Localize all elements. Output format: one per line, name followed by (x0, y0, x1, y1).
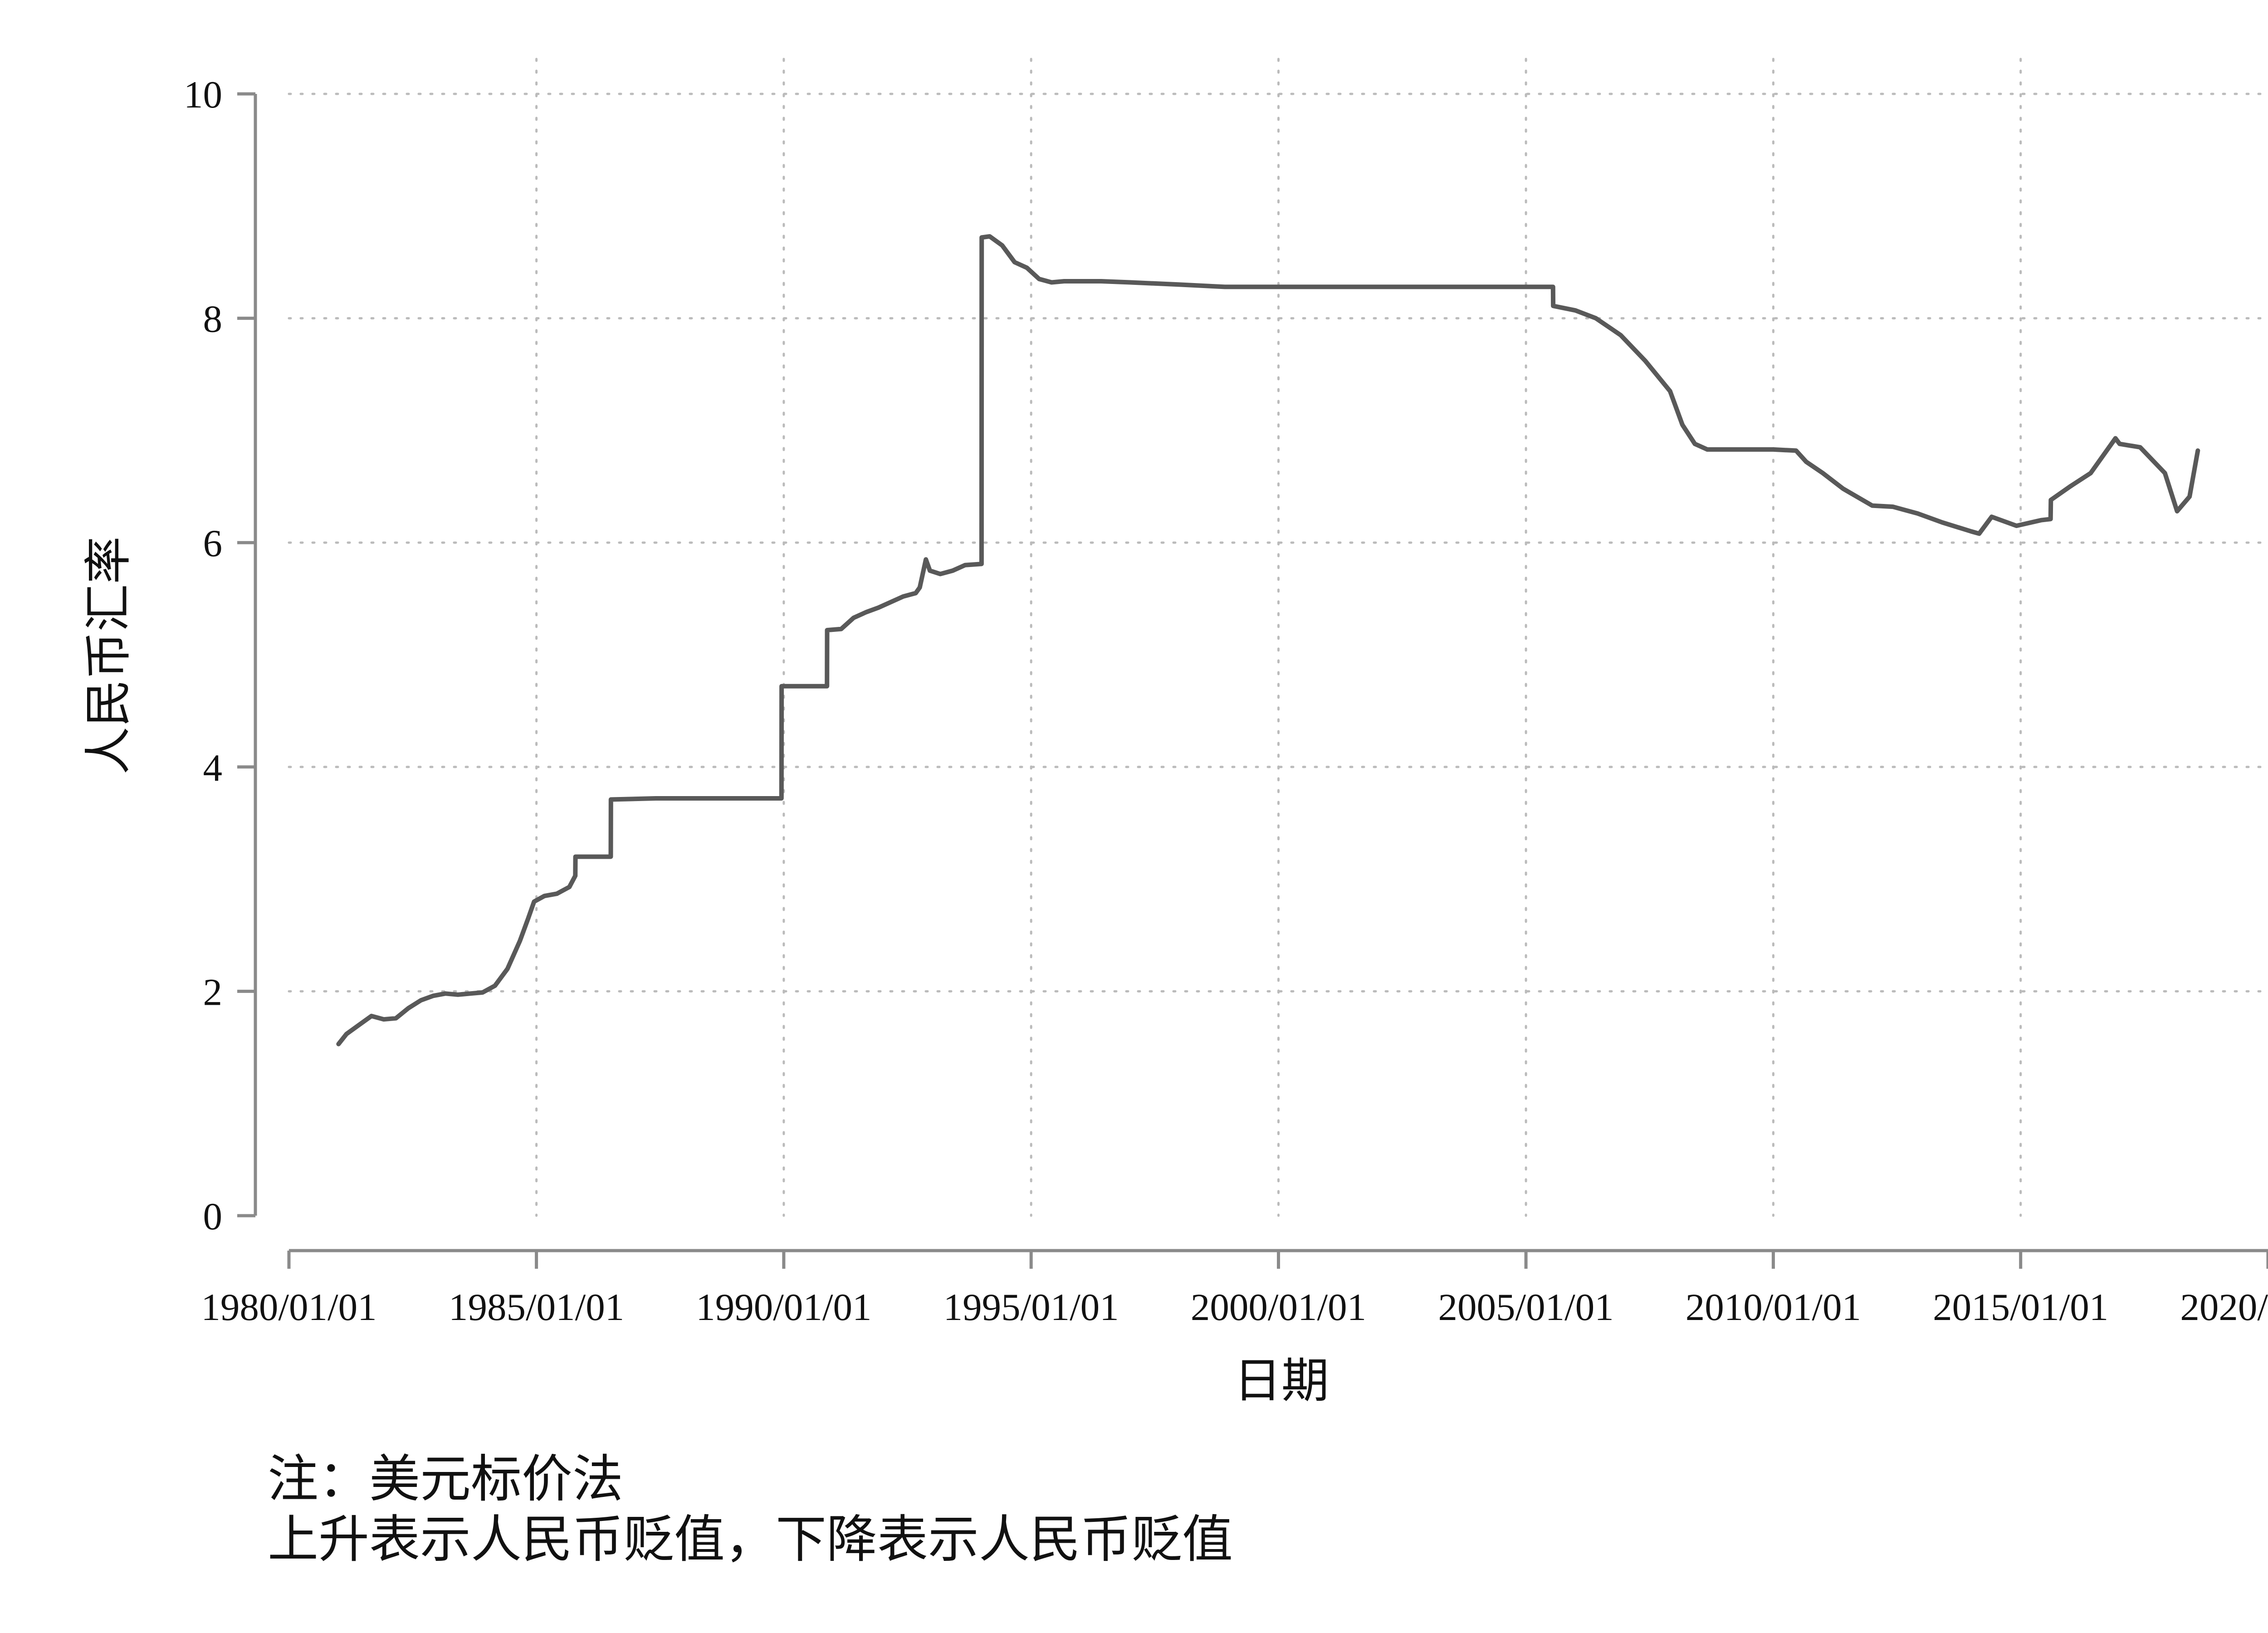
x-axis-ticks: 1980/01/01 1985/01/01 1990/01/01 1995/01/01… (201, 1251, 2268, 1329)
y-axis-title: 人民币汇率 (81, 536, 136, 774)
y-tick-label: 2 (203, 971, 223, 1013)
x-tick-label: 1980/01/01 (201, 1286, 376, 1329)
note-line-2: 上升表示人民币贬值，下降表示人民币贬值 (268, 1510, 1233, 1569)
series-layer (336, 234, 2200, 1046)
x-tick-label: 2000/01/01 (1191, 1286, 1366, 1329)
y-tick-label: 8 (203, 298, 223, 341)
x-tick-label: 2020/01/01 (2180, 1286, 2268, 1329)
x-tick-label: 1985/01/01 (449, 1286, 624, 1329)
x-tick-label: 2005/01/01 (1438, 1286, 1613, 1329)
note-line-1: 注：美元标价法 (268, 1450, 623, 1509)
x-tick-label: 2010/01/01 (1686, 1286, 1861, 1329)
y-tick-label: 6 (203, 522, 223, 565)
x-tick-label: 2015/01/01 (1933, 1286, 2108, 1329)
gridlines (288, 58, 2268, 1217)
y-tick-label: 4 (203, 747, 223, 789)
y-tick-label: 0 (203, 1195, 223, 1238)
x-tick-label: 1990/01/01 (696, 1286, 871, 1329)
y-tick-label: 10 (184, 73, 222, 116)
series-line-0 (336, 234, 2200, 1046)
x-tick-label: 1995/01/01 (943, 1286, 1119, 1329)
x-axis-title: 日期 (1234, 1353, 1329, 1408)
y-axis-ticks: 0 2 4 6 8 10 (184, 73, 255, 1238)
